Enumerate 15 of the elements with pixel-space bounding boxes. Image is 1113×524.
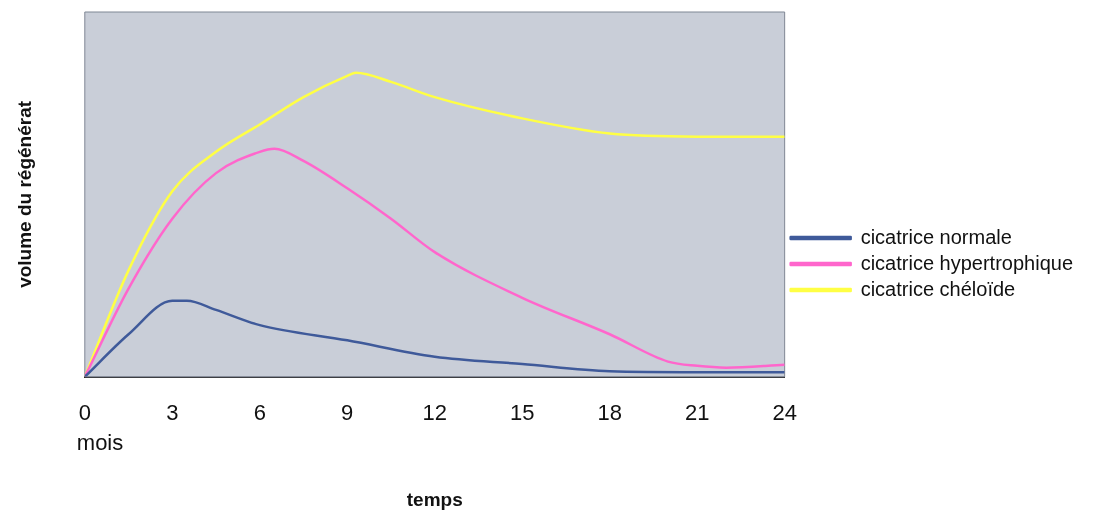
y-axis-title: volume du régénérat [13, 100, 35, 288]
x-tick-label: 18 [597, 400, 622, 426]
x-tick-label: 3 [166, 400, 179, 426]
x-tick-label: 12 [422, 400, 447, 426]
x-axis-title: temps [406, 488, 463, 510]
x-tick-label: 21 [684, 400, 710, 426]
x-tick-label: 0 [78, 400, 91, 426]
legend-label: cicatrice normale [860, 225, 1012, 248]
x-tick-label: 15 [509, 400, 535, 426]
x-tick-label: 6 [253, 400, 266, 426]
text: mois [76, 429, 124, 455]
legend-label: cicatrice hypertrophique [860, 251, 1074, 274]
legend-label: cicatrice chéloïde [860, 277, 1016, 300]
x-tick-label: 9 [341, 400, 354, 426]
x-tick-label: 24 [772, 400, 797, 426]
